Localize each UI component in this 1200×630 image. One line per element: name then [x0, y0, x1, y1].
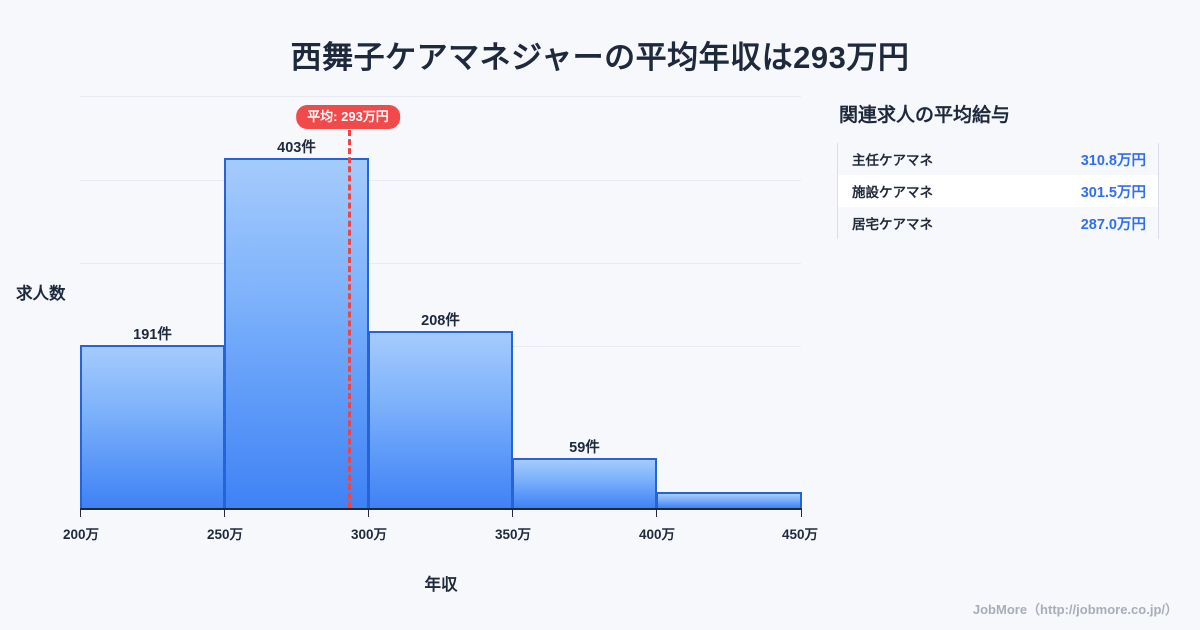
histogram-bar[interactable] [80, 345, 225, 510]
histogram-bar[interactable] [368, 331, 513, 510]
x-axis-tick [80, 508, 81, 517]
x-axis-line [80, 508, 802, 510]
x-axis-tick [368, 508, 369, 517]
side-panel-title: 関連求人の平均給与 [839, 105, 1011, 126]
salary-row-name: 施設ケアマネ [852, 185, 933, 200]
bar-value-label: 191件 [133, 327, 172, 343]
x-tick-label: 400万 [638, 527, 676, 542]
page-title: 西舞子ケアマネジャーの平均年収は293万円 [290, 40, 910, 75]
bar-value-label: 208件 [421, 313, 460, 329]
related-salary-panel: 関連求人の平均給与 主任ケアマネ 310.8万円 施設ケアマネ 301.5万円 … [837, 100, 1167, 239]
salary-row-value: 301.5万円 [1080, 184, 1146, 201]
gridline [80, 96, 801, 97]
x-axis-tick [656, 508, 657, 517]
x-tick-label: 200万 [62, 527, 100, 542]
bar-value-label: 59件 [569, 440, 600, 456]
mean-badge: 平均: 293万円 [296, 105, 400, 129]
x-axis-title: 年収 [424, 576, 458, 594]
salary-table: 主任ケアマネ 310.8万円 施設ケアマネ 301.5万円 居宅ケアマネ 287… [837, 143, 1159, 239]
x-axis-tick [801, 508, 802, 517]
x-tick-label: 300万 [350, 527, 388, 542]
x-tick-label: 450万 [781, 527, 819, 542]
gridline [80, 180, 801, 181]
table-row[interactable]: 主任ケアマネ 310.8万円 [838, 143, 1158, 175]
table-row[interactable]: 施設ケアマネ 301.5万円 [838, 175, 1158, 207]
salary-row-value: 310.8万円 [1080, 152, 1146, 169]
salary-row-name: 居宅ケアマネ [852, 217, 933, 232]
salary-row-value: 287.0万円 [1080, 216, 1146, 233]
y-axis-title: 求人数 [16, 285, 66, 303]
salary-row-name: 主任ケアマネ [852, 153, 933, 168]
table-row[interactable]: 居宅ケアマネ 287.0万円 [838, 207, 1158, 239]
x-tick-label: 250万 [206, 527, 244, 542]
mean-line [348, 130, 351, 508]
gridline [80, 263, 801, 264]
bar-value-label: 403件 [277, 140, 316, 156]
x-tick-label: 350万 [494, 527, 532, 542]
footer-watermark: JobMore（http://jobmore.co.jp/） [972, 602, 1178, 617]
x-axis-tick [224, 508, 225, 517]
histogram-bar[interactable] [512, 458, 657, 510]
x-axis-tick [512, 508, 513, 517]
